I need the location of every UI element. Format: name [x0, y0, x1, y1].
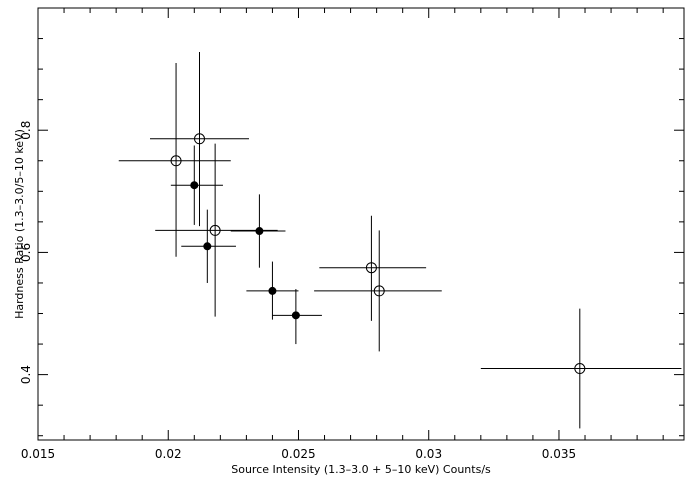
x-tick-label: 0.025 — [281, 447, 315, 461]
x-axis-title: Source Intensity (1.3–3.0 + 5–10 keV) Co… — [231, 463, 491, 476]
filled-point — [268, 286, 277, 295]
filled-point — [255, 227, 264, 236]
y-tick-label: 0.4 — [19, 365, 33, 384]
filled-point — [291, 311, 300, 320]
data-markers — [170, 133, 586, 375]
filled-point — [203, 242, 212, 251]
y-tick-label: 0.6 — [19, 243, 33, 262]
x-axis-ticks: 0.015 0.02 0.025 0.03 0.035 — [21, 8, 664, 461]
open-point — [365, 262, 377, 274]
x-tick-label: 0.03 — [415, 447, 442, 461]
filled-point — [190, 181, 199, 190]
plot-frame — [37, 7, 685, 441]
error-bars — [118, 51, 682, 429]
x-tick-label: 0.035 — [542, 447, 576, 461]
open-point — [170, 155, 182, 167]
x-tick-label: 0.015 — [21, 447, 55, 461]
y-axis-title: Hardness Ratio (1.3–3.0/5–10 keV) — [13, 129, 26, 319]
open-point — [373, 285, 385, 297]
open-point — [209, 224, 221, 236]
x-tick-label: 0.02 — [155, 447, 182, 461]
y-axis-ticks: 0.4 0.6 0.8 — [19, 7, 684, 437]
open-point — [574, 363, 586, 375]
y-tick-label: 0.8 — [19, 121, 33, 140]
open-point — [194, 133, 205, 145]
